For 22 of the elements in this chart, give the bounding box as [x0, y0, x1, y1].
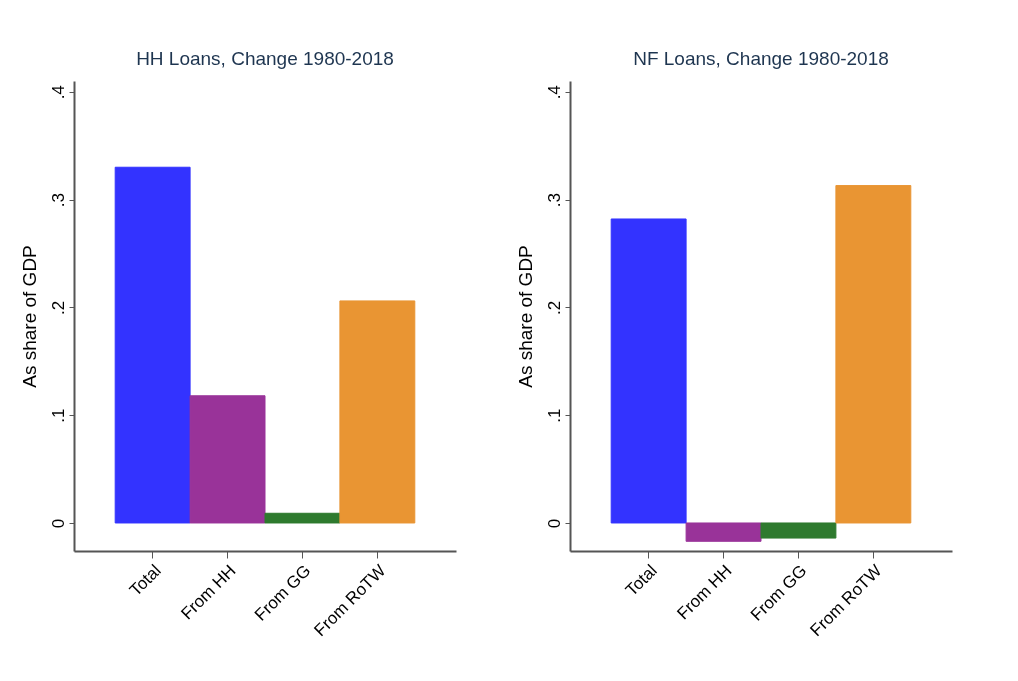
y-axis-title: As share of GDP [18, 245, 40, 388]
y-tick-label: .3 [544, 192, 564, 208]
y-tick-label: 0 [544, 518, 564, 529]
y-tick-label: .2 [544, 300, 564, 315]
y-tick-label: .4 [48, 85, 68, 100]
bar [610, 218, 687, 524]
bar [685, 522, 762, 542]
bar [339, 300, 416, 524]
chart-title: HH Loans, Change 1980-2018 [136, 48, 394, 69]
y-tick-label: .3 [48, 192, 68, 208]
y-tick-label: .2 [48, 300, 68, 315]
bar [835, 185, 912, 524]
y-tick-label: .1 [544, 408, 564, 423]
y-tick-label: .1 [48, 408, 68, 423]
chart-title: NF Loans, Change 1980-2018 [633, 48, 889, 69]
bar [760, 522, 837, 539]
bar [114, 166, 191, 524]
y-tick-label: .4 [544, 85, 564, 100]
y-axis-title: As share of GDP [514, 245, 536, 388]
bar [264, 512, 341, 524]
bar [189, 395, 266, 524]
y-tick-label: 0 [48, 518, 68, 529]
